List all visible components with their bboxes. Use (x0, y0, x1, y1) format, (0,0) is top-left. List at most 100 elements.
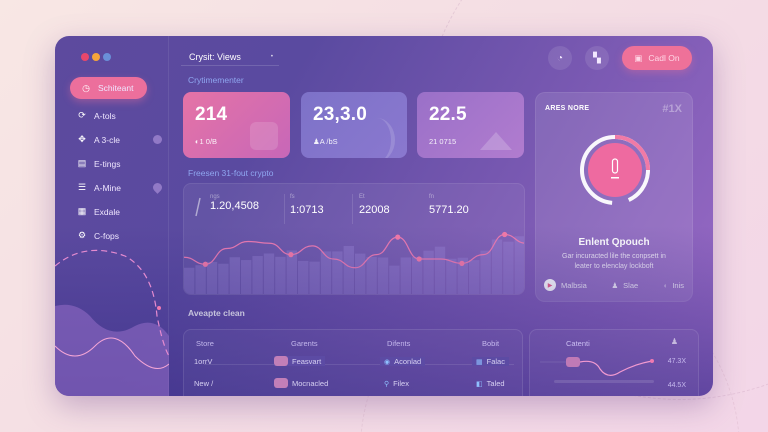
notification-badge-icon (153, 135, 162, 144)
stat-card[interactable]: 214 ◐1 0/B (183, 92, 290, 158)
price-line-chart[interactable] (184, 224, 525, 294)
metric-label: fs (290, 194, 295, 200)
user-icon[interactable]: ♟ (670, 337, 678, 346)
compass-icon: ✥ (78, 134, 86, 144)
sidebar-item-label: Schiteant (98, 83, 134, 93)
sync-icon: ⟳ (78, 110, 86, 120)
sidebar-item-label: E-tings (94, 158, 121, 169)
close-dot[interactable] (81, 53, 89, 61)
window-controls (81, 53, 111, 61)
cell-text: Falac (486, 357, 505, 366)
column-header[interactable]: Bobit (482, 339, 500, 348)
info-action[interactable]: ◖ Inis (663, 281, 684, 290)
crescent-icon (359, 118, 395, 158)
table-title: Aveapte clean (188, 308, 245, 318)
cell-text: New / (194, 379, 214, 388)
view-selector-dropdown[interactable]: Crysit: Views • (181, 48, 279, 66)
sidebar-item-schiteant[interactable]: ◷ Schiteant (70, 77, 147, 99)
bookmark-icon: ▚ (593, 52, 601, 64)
bookmark-button[interactable]: ▚ (585, 46, 609, 70)
cell-text: Feasvart (292, 356, 322, 366)
cell: ◧ Taled (476, 379, 505, 388)
column-header[interactable]: Store (196, 339, 214, 348)
section-label-overview: Crytimementer (188, 75, 244, 85)
metric-value: 1.20,4508 (210, 200, 259, 212)
call-on-button[interactable]: ▣ Cadl On (622, 46, 692, 70)
calendar-icon: ▣ (634, 52, 643, 63)
play-action[interactable]: ▶ Malbsia (544, 279, 587, 291)
cell-text: 1orrV (194, 357, 213, 366)
stat-card[interactable]: 23,3.0 ♟A /bS (301, 92, 407, 158)
cell: ◉ Aconlad (380, 357, 426, 366)
metric-value: 22008 (359, 204, 390, 216)
sidebar-item-e-tings[interactable]: ▤ E-tings (70, 152, 160, 175)
performance-title: Catenti (566, 339, 590, 348)
sidebar-item-label: A-Mine (94, 182, 121, 193)
panel-title: ARES NORE (545, 105, 590, 112)
grid-icon: ▦ (476, 358, 483, 366)
column-header[interactable]: Garents (291, 339, 318, 348)
stat-value: 23,3.0 (313, 104, 368, 125)
timer-button[interactable]: ◔ (548, 46, 572, 70)
cell: 1orrV (194, 357, 212, 366)
progress-gauge (580, 135, 650, 205)
chevron-down-icon: • (270, 53, 273, 60)
action-label: Malbsia (561, 280, 587, 290)
performance-value: 47.3X (667, 358, 686, 365)
user-icon: ♟ (611, 280, 619, 290)
sidebar-item-label: A 3-cle (94, 134, 120, 145)
sidebar-item-a-tols[interactable]: ⟳ A-tols (70, 104, 160, 127)
sidebar-item-a-mine[interactable]: ☰ A-Mine (70, 176, 164, 199)
performance-value: 44.5X (667, 382, 686, 389)
tag-icon: ◧ (476, 380, 483, 388)
chat-icon: ◉ (384, 358, 391, 366)
panel-tag: #1X (662, 103, 682, 115)
mountain-icon (480, 132, 512, 150)
sidebar-item-label: C-fops (94, 230, 120, 241)
sidebar: ◷ Schiteant ⟳ A-tols ✥ A 3-cle ▤ E-tings… (55, 36, 169, 396)
panel-description-line: Gar incuracted lile the conpsett in (562, 253, 666, 260)
metric: fs 1:0713 (290, 194, 324, 216)
stat-subtext: 21 0715 (429, 137, 457, 146)
stat-value: 22.5 (429, 104, 467, 125)
panel-actions: ▶ Malbsia ♟ Slae ◖ Inis (544, 279, 684, 291)
location-pin-icon: ⚲ (384, 380, 390, 388)
sidebar-item-label: Exdale (94, 206, 120, 217)
sidebar-item-label: A-tols (94, 110, 116, 121)
cell: Feasvart (274, 356, 326, 366)
column-header[interactable]: Difents (387, 339, 411, 348)
price-chart-card: ngs 1.20,4508 fs 1:0713 Et 22008 fn 5771… (183, 183, 525, 295)
stat-subtext: ♟A /bS (313, 137, 338, 146)
metric-label: Et (359, 194, 365, 200)
cell-text: Taled (486, 379, 505, 388)
location-pin-icon (151, 181, 164, 194)
cell: ▦ Falac (472, 357, 509, 366)
table-row[interactable]: 1orrV Feasvart ◉ Aconlad ▦ Falac (184, 356, 522, 371)
stat-card[interactable]: 22.5 21 0715 (417, 92, 524, 158)
sidebar-item-a-3cle[interactable]: ✥ A 3-cle (70, 128, 162, 151)
performance-card: Catenti ♟ 47.3X 44.5X (529, 329, 699, 396)
cell-text: Aconlad (394, 357, 422, 366)
sidebar-item-exdale[interactable]: ▦ Exdale (70, 200, 160, 223)
metric: Et 22008 (359, 194, 390, 216)
action-label: Slae (623, 280, 639, 290)
data-table: Store Garents Difents Bobit 1orrV Feasva… (183, 329, 523, 396)
cell-text: Filex (393, 379, 409, 388)
row-divider (204, 364, 514, 365)
sidebar-item-c-fops[interactable]: ⚙ C-fops (70, 224, 160, 247)
volume-icon: ◖ (662, 280, 668, 290)
play-icon: ▶ (544, 279, 556, 291)
metric: ngs 1.20,4508 (210, 194, 259, 212)
panel-heading: Enlent Qpouch (578, 237, 650, 248)
trend-icon (195, 197, 201, 217)
minimize-dot[interactable] (92, 53, 100, 61)
table-row[interactable]: New / Mocnacled ⚲ Filex ◧ Taled (184, 378, 522, 393)
metric-value: 1:0713 (290, 204, 324, 216)
metric-value: 5771.20 (429, 204, 469, 216)
metric-label: fn (429, 194, 435, 200)
app-window: ◷ Schiteant ⟳ A-tols ✥ A 3-cle ▤ E-tings… (55, 36, 713, 396)
maximize-dot[interactable] (103, 53, 111, 61)
cell: ⚲ Filex (384, 379, 409, 388)
share-action[interactable]: ♟ Slae (611, 281, 638, 290)
coin-stack-icon (250, 122, 278, 150)
